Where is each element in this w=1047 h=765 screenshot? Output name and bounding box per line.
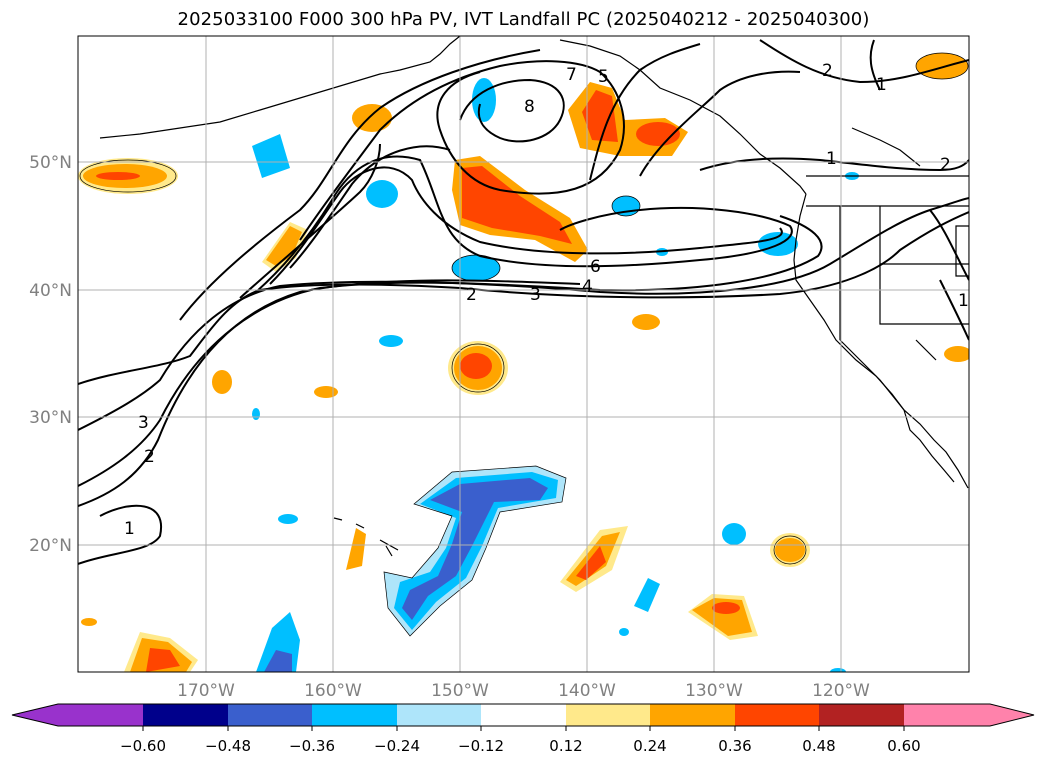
colorbar-tick-label: −0.12 [458, 737, 504, 755]
colorbar-segment [735, 704, 819, 726]
contour-label: 4 [582, 277, 593, 297]
contour-label: 2 [144, 447, 155, 467]
lat-label-40n: 40°N [29, 281, 72, 301]
contour-label: 1 [958, 291, 969, 311]
map-area [78, 36, 969, 672]
contour-label: 6 [590, 257, 601, 277]
colorbar-tick-label: 0.12 [549, 737, 582, 755]
colorbar-segment [650, 704, 735, 726]
colorbar-segment [566, 704, 650, 726]
colorbar-segment [312, 704, 397, 726]
colorbar-tick-label: −0.48 [205, 737, 251, 755]
contour-labels: 8 7 5 6 4 3 2 1 2 3 2 1 1 2 1 [124, 61, 969, 539]
colorbar-tick-label: 0.60 [887, 737, 920, 755]
colorbar-tick-label: −0.24 [374, 737, 420, 755]
map-border [77, 35, 970, 673]
colorbar-segment [143, 704, 228, 726]
colorbar: −0.60 −0.48 −0.36 −0.24 −0.12 0.12 0.24 … [11, 703, 1035, 755]
ivt-contours [78, 39, 969, 565]
grid-lines [78, 36, 969, 672]
lon-label-140w: 140°W [558, 681, 616, 701]
colorbar-segment [397, 704, 481, 726]
colorbar-tick-label: −0.36 [289, 737, 335, 755]
contour-label: 1 [826, 149, 837, 169]
contour-label: 3 [138, 413, 149, 433]
lon-label-160w: 160°W [304, 681, 362, 701]
colorbar-segment [481, 704, 566, 726]
contour-label: 2 [466, 285, 477, 305]
colorbar-tick-label: 0.36 [718, 737, 751, 755]
pv-positive-shading [78, 53, 969, 672]
colorbar-segment [904, 704, 990, 726]
colorbar-segment [12, 704, 58, 726]
colorbar-tick-label: 0.24 [633, 737, 666, 755]
lat-label-30n: 30°N [29, 408, 72, 428]
colorbar-tick-label: 0.48 [802, 737, 835, 755]
lon-label-170w: 170°W [177, 681, 235, 701]
latitude-labels: 50°N 40°N 30°N 20°N [29, 153, 72, 556]
lon-label-130w: 130°W [685, 681, 743, 701]
contour-label: 1 [876, 75, 887, 95]
colorbar-segment [819, 704, 904, 726]
lat-label-20n: 20°N [29, 536, 72, 556]
contour-label: 3 [530, 285, 541, 305]
contour-label: 5 [598, 67, 609, 87]
lon-label-150w: 150°W [431, 681, 489, 701]
lat-label-50n: 50°N [29, 153, 72, 173]
colorbar-segment [990, 704, 1034, 726]
colorbar-tick-label: −0.60 [120, 737, 166, 755]
contour-label: 2 [822, 61, 833, 81]
colorbar-border [11, 703, 1035, 727]
longitude-labels: 170°W 160°W 150°W 140°W 130°W 120°W [177, 681, 870, 701]
lon-label-120w: 120°W [812, 681, 870, 701]
colorbar-segment [58, 704, 143, 726]
contour-label: 8 [524, 97, 535, 117]
contour-label: 7 [566, 65, 577, 85]
contour-label: 1 [124, 519, 135, 539]
contour-label: 2 [940, 155, 951, 175]
map-title: 2025033100 F000 300 hPa PV, IVT Landfall… [177, 9, 870, 30]
colorbar-segment [228, 704, 312, 726]
